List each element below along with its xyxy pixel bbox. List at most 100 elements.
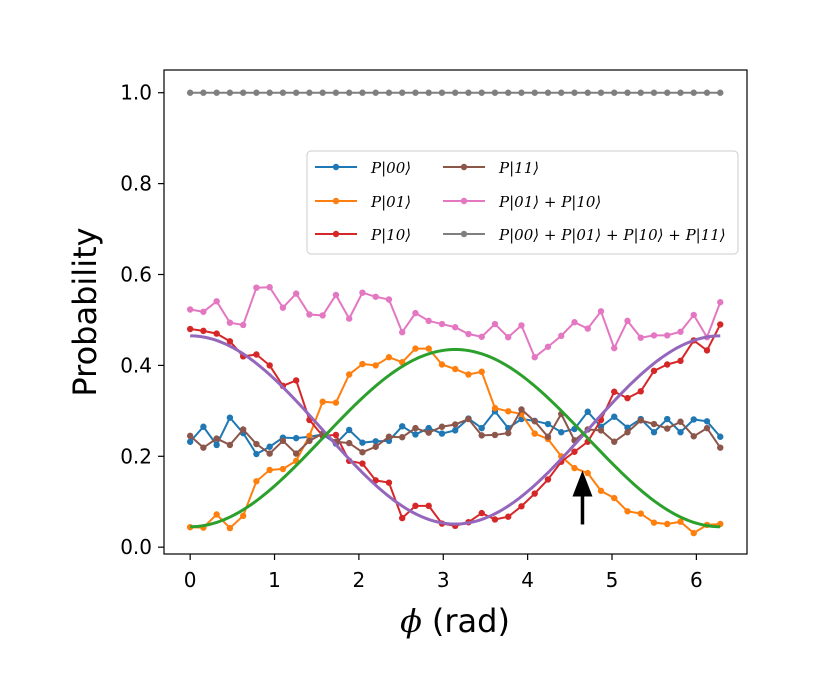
legend-entry-4: P|01⟩ + P|10⟩ (443, 193, 601, 211)
legend-label: P|11⟩ (498, 159, 539, 177)
series-3-point (677, 418, 684, 425)
series-0-point (478, 424, 485, 432)
series-1 (186, 345, 724, 537)
series-1-point (438, 361, 446, 368)
legend-frame (306, 150, 739, 255)
series-3-point (624, 429, 631, 436)
series-4-point (385, 296, 393, 303)
series-4-point (412, 309, 419, 317)
series-0-point (425, 424, 432, 432)
series-0-point (690, 416, 697, 423)
series-5-point (253, 89, 260, 96)
legend-entry-0: P|00⟩ (315, 159, 411, 177)
series-5-point (292, 89, 300, 96)
series-4-point (611, 344, 618, 352)
series-3-point (505, 429, 512, 437)
series-0-point (200, 423, 207, 430)
legend-swatch-marker (460, 197, 468, 205)
series-0-point (253, 450, 260, 458)
series-5-point (239, 89, 247, 96)
series-5-point (452, 89, 459, 96)
series-5-point (677, 89, 684, 96)
x-tick-label-2: 2 (353, 568, 366, 592)
series-5-point (200, 89, 207, 96)
legend: P|00⟩ P|01⟩ P|10⟩ P|11⟩ P|01⟩ + P|10⟩ P|00⟩ +… (306, 150, 739, 255)
series-1-point (359, 360, 366, 368)
series-1-point (279, 465, 287, 473)
series-5-point (558, 89, 565, 96)
legend-label: P|00⟩ + P|01⟩ + P|10⟩ + P|11⟩ (498, 226, 726, 244)
series-4-point (690, 311, 697, 319)
series-3-point (597, 427, 605, 434)
series-0-point (677, 429, 684, 436)
y-tick-label-0: 0.0 (120, 535, 152, 559)
series-4 (186, 284, 724, 361)
series-1-point (637, 510, 644, 517)
series-2-point (425, 502, 432, 510)
series-4-point (398, 329, 406, 336)
series-0-point (650, 429, 658, 436)
series-2-point (664, 361, 671, 368)
series-5-point (425, 89, 432, 96)
series-1-point (345, 371, 353, 378)
series-2-point (677, 357, 684, 365)
series-2-point (186, 325, 194, 333)
series-1-point (425, 345, 432, 352)
series-5-point (505, 89, 512, 96)
series-2-point (531, 490, 538, 497)
series-1-point (319, 398, 326, 405)
series-3-point (544, 433, 552, 440)
series-4-point (478, 333, 485, 340)
series-4-point (518, 322, 525, 329)
series-1-point (584, 469, 591, 477)
x-axis: 0 1 2 3 4 5 6 (184, 554, 703, 592)
series-1-point (571, 464, 578, 472)
legend-swatch-marker (332, 197, 340, 205)
series-3-point (186, 432, 194, 440)
series-4-point (213, 298, 220, 305)
legend-entry-3: P|11⟩ (443, 159, 539, 177)
fit-P10-curve (190, 334, 721, 526)
series-5-point (664, 89, 671, 96)
series-5-point (597, 89, 605, 96)
series-4-point (279, 304, 287, 311)
series-2-point (253, 351, 260, 358)
series-1-point (690, 529, 697, 537)
series-5-point (650, 89, 658, 96)
series-4-point (345, 315, 353, 322)
x-tick-label-1: 1 (268, 568, 281, 592)
series-1-point (597, 487, 605, 495)
series-3-point (385, 433, 393, 440)
series-4-point (239, 321, 247, 329)
series-2-point (226, 338, 234, 345)
series-0-point (226, 414, 234, 421)
legend-swatch-marker (332, 230, 340, 238)
series-1-point (385, 354, 393, 361)
series-5-point (690, 89, 697, 96)
series-0-point (359, 439, 366, 446)
series-5-point (571, 89, 578, 96)
series-1-point (505, 408, 512, 415)
series-1-point (465, 371, 472, 378)
series-3-point (398, 434, 406, 441)
series-2-point (518, 503, 525, 510)
series-4-point (571, 319, 578, 326)
series-4-point (438, 320, 446, 328)
series-3-point (200, 444, 207, 451)
series-1-point (226, 524, 234, 532)
y-tick-label-4: 0.8 (120, 172, 152, 196)
series-4-point (637, 334, 644, 341)
series-5-point (703, 89, 711, 96)
series-5-point (438, 89, 446, 96)
series-4-point (425, 317, 432, 325)
series-4-line (189, 286, 722, 359)
series-2-point (200, 327, 207, 335)
series-4-point (531, 354, 538, 361)
series-4-point (584, 325, 591, 332)
series-3-point (518, 406, 525, 413)
series-2-point (385, 479, 393, 486)
series-0-point (703, 418, 711, 425)
series-4-point (465, 330, 472, 338)
series-2-point (703, 347, 711, 354)
legend-entry-2: P|10⟩ (315, 226, 411, 244)
